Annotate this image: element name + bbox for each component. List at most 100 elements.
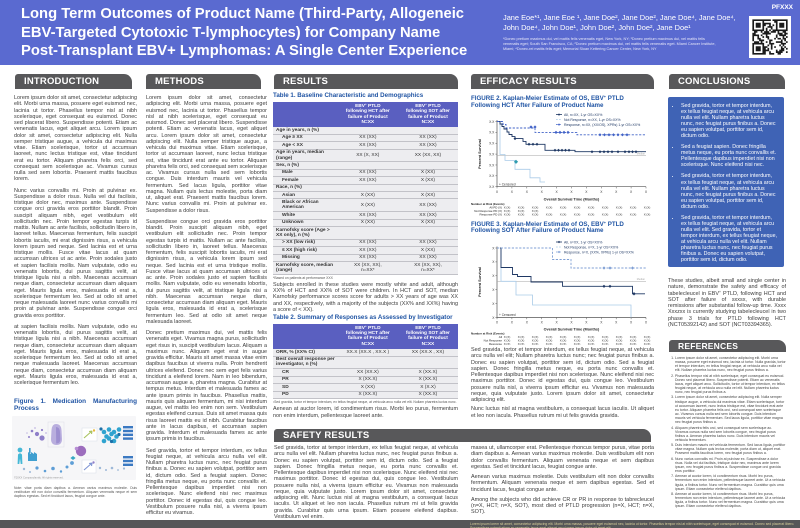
svg-text:X: X xyxy=(585,190,588,194)
svg-text:X (X): X (X) xyxy=(504,342,511,345)
svg-text:Overall Survival Time (Months): Overall Survival Time (Months) xyxy=(544,328,600,332)
svg-text:X: X xyxy=(496,190,499,194)
svg-text:X: X xyxy=(630,321,633,325)
svg-text:X (X): X (X) xyxy=(518,209,525,213)
svg-text:X.X: X.X xyxy=(489,120,495,124)
svg-text:X (X): X (X) xyxy=(588,338,595,342)
svg-text:X: X xyxy=(570,190,573,194)
svg-text:©20XX Companyfamily. All right: ©20XX Companyfamily. All rights reserved… xyxy=(14,475,64,479)
svg-text:X (X): X (X) xyxy=(546,338,553,342)
svg-text:Percent Survival: Percent Survival xyxy=(478,139,482,169)
svg-text:X: X xyxy=(645,321,648,325)
svg-text:X (X): X (X) xyxy=(602,342,609,345)
svg-text:X (X): X (X) xyxy=(504,338,511,342)
svg-text:X (X): X (X) xyxy=(546,212,553,216)
svg-text:X (X): X (X) xyxy=(532,335,539,339)
svg-text:X (X): X (X) xyxy=(644,338,651,342)
svg-text:X (X): X (X) xyxy=(574,335,581,339)
svg-text:Response PD (X): Response PD (X) xyxy=(480,212,503,216)
svg-text:Response, n=XX, (XX/OS), XPRs): Response, n=XX, (XX/OS), XPRs) 1-yr OS=X… xyxy=(564,123,640,127)
svg-text:X (X): X (X) xyxy=(574,342,581,345)
svg-text:Median: Median xyxy=(637,152,646,155)
svg-text:Number at Risk (Events): Number at Risk (Events) xyxy=(471,202,504,206)
svg-text:X (X): X (X) xyxy=(630,212,637,216)
svg-text:X: X xyxy=(492,288,495,292)
svg-text:X (X): X (X) xyxy=(588,205,595,209)
svg-text:X: X xyxy=(645,190,648,194)
svg-text:X (X): X (X) xyxy=(644,205,651,209)
svg-text:Not Response, n=X, 1-yr OS=XX%: Not Response, n=X, 1-yr OS=XX% xyxy=(564,245,618,249)
svg-text:X: X xyxy=(615,321,618,325)
svg-text:All PD (X): All PD (X) xyxy=(489,205,502,209)
svg-text:All, n=XX, 1-yr OS=XX%: All, n=XX, 1-yr OS=XX% xyxy=(564,240,602,244)
svg-text:X (X): X (X) xyxy=(532,205,539,209)
svg-text:X (X): X (X) xyxy=(602,212,609,216)
svg-text:X (X): X (X) xyxy=(630,205,637,209)
svg-text:X (X): X (X) xyxy=(644,335,651,339)
svg-text:X (X): X (X) xyxy=(532,338,539,342)
svg-text:X (X): X (X) xyxy=(616,335,623,339)
svg-text:X (X): X (X) xyxy=(616,205,623,209)
svg-text:X (X): X (X) xyxy=(546,205,553,209)
svg-text:X: X xyxy=(615,190,618,194)
svg-text:X (X): X (X) xyxy=(504,205,511,209)
svg-text:Overall Survival Time (Months): Overall Survival Time (Months) xyxy=(544,198,600,202)
svg-text:X: X xyxy=(496,321,499,325)
svg-text:+ Censored: + Censored xyxy=(499,183,516,187)
svg-text:X (X): X (X) xyxy=(616,212,623,216)
svg-text:X (X): X (X) xyxy=(574,212,581,216)
svg-text:X: X xyxy=(555,190,558,194)
svg-text:Not Response PD (X): Not Response PD (X) xyxy=(474,209,502,213)
svg-text:X.X: X.X xyxy=(489,174,495,178)
svg-text:X: X xyxy=(600,321,603,325)
svg-text:X: X xyxy=(555,321,558,325)
svg-text:X (X): X (X) xyxy=(518,205,525,209)
svg-text:X (X): X (X) xyxy=(630,335,637,339)
svg-text:X (X): X (X) xyxy=(574,205,581,209)
svg-text:X (X): X (X) xyxy=(546,335,553,339)
svg-text:X: X xyxy=(585,321,588,325)
svg-text:X: X xyxy=(526,321,529,325)
svg-text:X (X): X (X) xyxy=(532,212,539,216)
svg-text:X (X): X (X) xyxy=(560,205,567,209)
svg-text:X: X xyxy=(511,321,514,325)
svg-text:X (X): X (X) xyxy=(588,212,595,216)
svg-text:X: X xyxy=(630,190,633,194)
svg-text:X (X): X (X) xyxy=(602,338,609,342)
svg-text:X: X xyxy=(526,190,529,194)
svg-text:Median: Median xyxy=(637,278,646,281)
svg-text:X (X): X (X) xyxy=(518,342,525,345)
svg-text:X: X xyxy=(541,321,544,325)
svg-text:Response: Response xyxy=(489,342,502,345)
svg-text:X (X): X (X) xyxy=(630,342,637,345)
svg-text:X.X: X.X xyxy=(489,131,495,135)
svg-text:X (X): X (X) xyxy=(574,338,581,342)
svg-text:X: X xyxy=(492,302,495,306)
svg-text:X: X xyxy=(492,316,495,320)
svg-text:X (X): X (X) xyxy=(616,342,623,345)
svg-text:All, n=XX, 1-yr OS=XX%: All, n=XX, 1-yr OS=XX% xyxy=(564,113,602,117)
svg-text:X: X xyxy=(492,274,495,278)
svg-text:X (X): X (X) xyxy=(532,209,539,213)
svg-text:+ Censored: + Censored xyxy=(499,313,516,317)
svg-text:X.X: X.X xyxy=(489,152,495,156)
svg-text:X: X xyxy=(492,246,495,250)
svg-text:X (X): X (X) xyxy=(630,338,637,342)
svg-text:X (X): X (X) xyxy=(644,342,651,345)
svg-text:Not Response: Not Response xyxy=(484,338,503,342)
svg-text:X (X): X (X) xyxy=(546,342,553,345)
svg-text:X (X): X (X) xyxy=(532,342,539,345)
svg-text:X (X): X (X) xyxy=(504,212,511,216)
svg-text:X (X): X (X) xyxy=(560,338,567,342)
svg-text:X (X): X (X) xyxy=(602,205,609,209)
svg-text:X (X): X (X) xyxy=(588,342,595,345)
svg-text:Not Response, n=XX, 1-yr OS=XX: Not Response, n=XX, 1-yr OS=XX% xyxy=(564,118,621,122)
svg-text:X (X): X (X) xyxy=(588,335,595,339)
svg-text:X (X): X (X) xyxy=(560,212,567,216)
svg-text:X (X): X (X) xyxy=(504,209,511,213)
svg-text:Number at Risk (Events): Number at Risk (Events) xyxy=(471,332,504,336)
svg-text:Response, n=X, (XX%, XPRs) 1-y: Response, n=X, (XX%, XPRs) 1-yr OS=XX% xyxy=(564,250,634,254)
svg-text:X: X xyxy=(541,190,544,194)
svg-text:X (X): X (X) xyxy=(560,342,567,345)
svg-text:X (X): X (X) xyxy=(644,212,651,216)
